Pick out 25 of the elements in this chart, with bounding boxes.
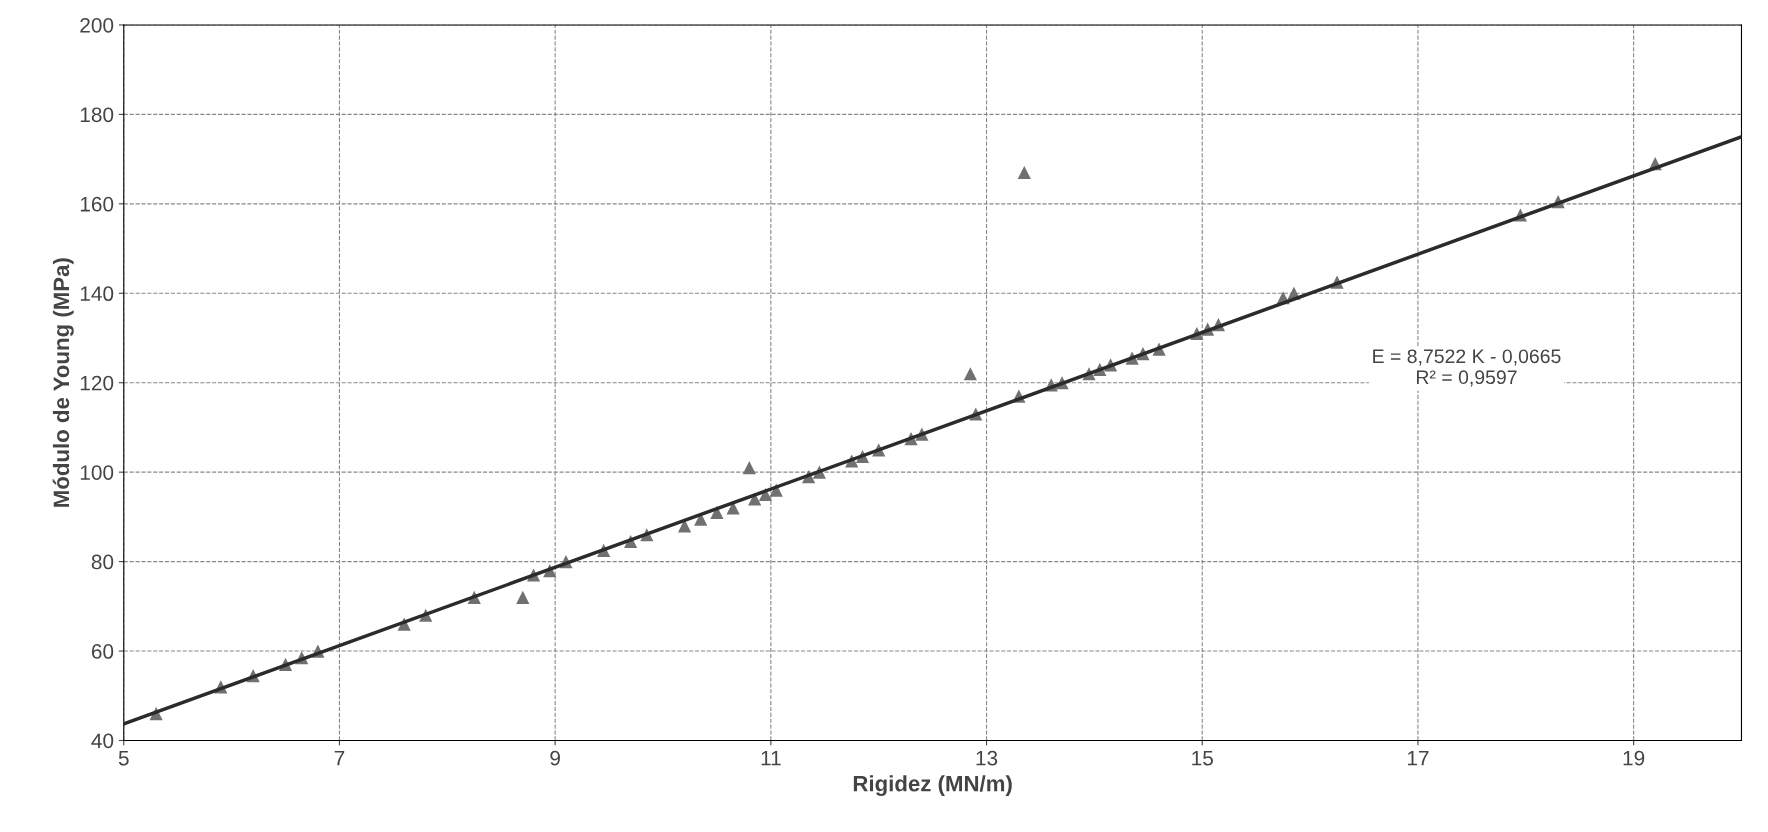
point [1017,165,1031,180]
point [742,461,756,475]
point [516,590,530,604]
point [677,519,692,533]
x-tick-label: 17 [1407,750,1429,766]
y-tick-label: 40 [91,733,114,749]
x-tick-label: 15 [1192,750,1213,766]
point [963,367,977,381]
y-tick-label: 160 [80,196,114,212]
y-tick-label: 60 [91,644,114,659]
x-tick-label: 13 [976,750,998,766]
x-tick-label: 9 [550,750,560,766]
y-tick-label: 200 [80,17,114,33]
x-axis-title: Rigidez (MN/m) [853,775,1012,796]
y-tick-label: 80 [91,554,114,570]
y-tick-label: 120 [80,375,114,391]
y-tick-label: 100 [80,465,114,480]
x-tick-label: 7 [334,750,345,766]
x-tick-label: 5 [118,750,129,766]
y-tick-label: 140 [80,286,114,302]
y-tick-label: 180 [80,107,114,123]
y-axis-title: Módulo de Young (MPa) [52,258,74,507]
x-tick-label: 19 [1623,750,1645,766]
annotation: E = 8,7522 K - 0,0665 R² = 0,9597 [1373,349,1561,387]
x-tick-label: 11 [761,750,781,766]
